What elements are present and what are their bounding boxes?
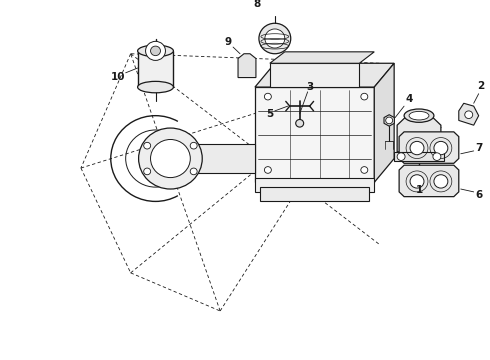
Text: 10: 10 (110, 72, 125, 82)
Bar (171, 144, 255, 173)
Circle shape (397, 153, 405, 161)
Polygon shape (384, 115, 394, 126)
Circle shape (465, 111, 473, 118)
Text: 4: 4 (405, 94, 413, 104)
Polygon shape (270, 52, 374, 63)
Polygon shape (255, 63, 394, 87)
Ellipse shape (138, 81, 173, 93)
Bar (255, 177, 374, 192)
Circle shape (433, 153, 441, 161)
Text: 2: 2 (477, 81, 484, 91)
Bar (255, 87, 374, 183)
Bar (270, 63, 359, 87)
Circle shape (139, 128, 202, 189)
Circle shape (265, 93, 271, 100)
Circle shape (265, 167, 271, 173)
Circle shape (144, 142, 150, 149)
Polygon shape (374, 63, 394, 183)
Text: 7: 7 (475, 143, 482, 153)
Polygon shape (399, 132, 459, 163)
Polygon shape (238, 54, 256, 77)
Circle shape (259, 23, 291, 54)
Circle shape (434, 141, 448, 155)
Circle shape (361, 93, 368, 100)
Circle shape (150, 139, 190, 177)
Circle shape (410, 175, 424, 188)
Ellipse shape (404, 109, 434, 122)
Circle shape (150, 46, 161, 56)
Ellipse shape (138, 45, 173, 57)
Bar (394, 152, 444, 161)
Polygon shape (459, 103, 479, 125)
Polygon shape (138, 51, 173, 87)
Circle shape (434, 175, 448, 188)
Text: 6: 6 (475, 190, 482, 200)
Circle shape (265, 29, 285, 48)
Text: 3: 3 (306, 82, 313, 92)
Polygon shape (397, 118, 441, 152)
Circle shape (295, 120, 304, 127)
Bar (260, 187, 369, 201)
Circle shape (190, 142, 197, 149)
Text: 9: 9 (224, 37, 232, 47)
Circle shape (410, 141, 424, 155)
Polygon shape (399, 165, 459, 197)
Text: 8: 8 (253, 0, 261, 9)
Circle shape (190, 168, 197, 175)
Circle shape (361, 167, 368, 173)
Text: 1: 1 (416, 185, 423, 195)
Circle shape (144, 168, 150, 175)
Ellipse shape (409, 111, 429, 120)
Text: 5: 5 (266, 109, 273, 119)
Circle shape (146, 41, 166, 60)
Circle shape (386, 117, 392, 124)
